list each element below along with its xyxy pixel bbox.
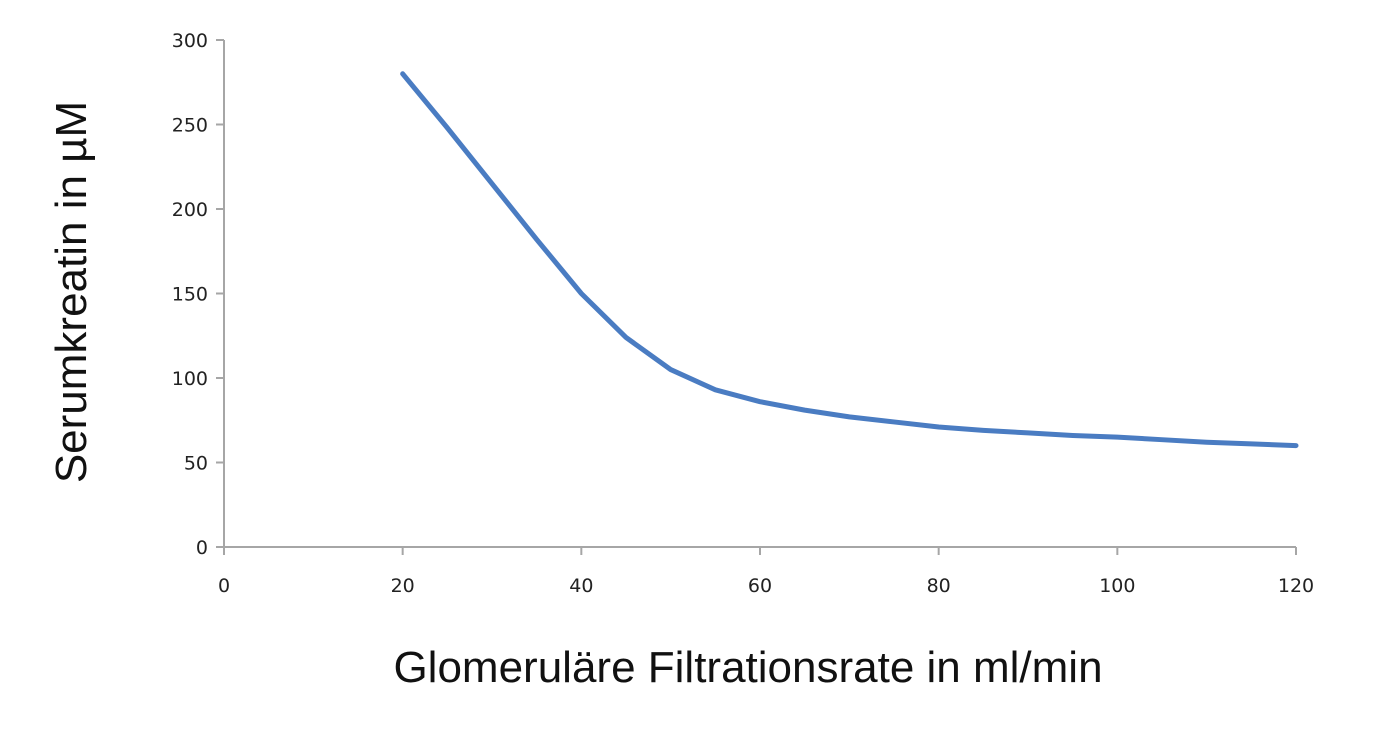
y-axis-title: Serumkreatin in µM bbox=[47, 101, 96, 483]
y-tick-label: 0 bbox=[196, 537, 208, 559]
x-tick-label: 0 bbox=[218, 575, 230, 597]
x-tick-label: 60 bbox=[748, 575, 772, 597]
y-tick-label: 100 bbox=[172, 368, 208, 390]
y-tick-label: 200 bbox=[172, 199, 208, 221]
y-tick-label: 150 bbox=[172, 284, 208, 306]
y-tick-label: 300 bbox=[172, 30, 208, 52]
x-tick-label: 40 bbox=[569, 575, 593, 597]
x-tick-label: 20 bbox=[391, 575, 415, 597]
data-line bbox=[400, 71, 1299, 449]
x-tick-label: 120 bbox=[1278, 575, 1314, 597]
x-tick-label: 80 bbox=[927, 575, 951, 597]
x-axis-title: Glomeruläre Filtrationsrate in ml/min bbox=[393, 643, 1102, 692]
y-tick-label: 50 bbox=[184, 453, 208, 475]
x-tick-label: 100 bbox=[1099, 575, 1135, 597]
y-tick-label: 250 bbox=[172, 115, 208, 137]
